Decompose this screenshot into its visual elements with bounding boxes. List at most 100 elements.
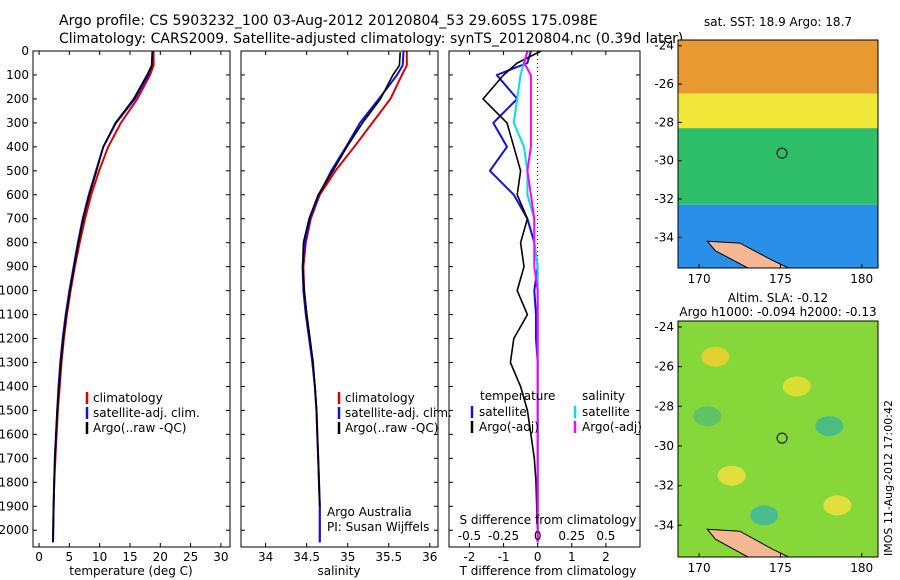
y-tick-label: 1900 bbox=[0, 499, 29, 513]
y-tick-label: 1500 bbox=[0, 403, 29, 417]
legend-entry-t-argo: Argo(-adj) bbox=[479, 420, 539, 434]
salinity-xlabel: salinity bbox=[317, 564, 360, 578]
y-tick-label: 1400 bbox=[0, 379, 29, 393]
s-difference-label: S difference from climatology bbox=[460, 513, 637, 527]
map-y-tick-label: -32 bbox=[654, 192, 674, 206]
y-tick-label: 2000 bbox=[0, 523, 29, 537]
sla-anomaly-blob bbox=[701, 346, 730, 367]
x-tick-label: 1 bbox=[568, 550, 576, 564]
sla-map-subtitle: Argo h1000: -0.094 h2000: -0.13 bbox=[679, 305, 876, 319]
y-tick-label: 100 bbox=[6, 68, 29, 82]
x-tick-label: 10 bbox=[92, 550, 107, 564]
y-tick-label: 1200 bbox=[0, 332, 29, 346]
difference-panel: -2 -1 0 1 2 -0.5 -0.25 0 0.25 0.5 S difference fr… bbox=[448, 50, 642, 578]
y-tick-label: 1300 bbox=[0, 355, 29, 369]
x-tick-label: 30 bbox=[213, 550, 228, 564]
map-y-tick-label: -24 bbox=[654, 320, 674, 334]
legend-entry-argo: Argo(..raw -QC) bbox=[345, 421, 438, 435]
sla-anomaly-blob bbox=[815, 416, 844, 437]
map-x-tick-label: 170 bbox=[688, 272, 711, 286]
y-tick-label: 1000 bbox=[0, 284, 29, 298]
y-tick-label: 1700 bbox=[0, 451, 29, 465]
difference-legend: temperature salinity satellite Argo(-adj… bbox=[470, 389, 642, 434]
map-y-tick-label: -26 bbox=[654, 77, 674, 91]
x-tick-label: 35 bbox=[340, 550, 355, 564]
legend-entry-climatology: climatology bbox=[93, 391, 163, 405]
x-tick-label: 0 bbox=[534, 550, 542, 564]
sla-anomaly-blob bbox=[750, 505, 779, 526]
y-tick-label: 1800 bbox=[0, 475, 29, 489]
sst-band bbox=[678, 93, 878, 129]
y-tick-label: 800 bbox=[6, 236, 29, 250]
legend-entry-s-satellite: satellite bbox=[582, 405, 630, 419]
land-mass bbox=[706, 528, 789, 557]
annotation-argo-australia: Argo Australia bbox=[327, 505, 412, 519]
x-tick-label: 34.5 bbox=[293, 550, 320, 564]
x-tick-label: 25 bbox=[183, 550, 198, 564]
y-tick-label: 700 bbox=[6, 212, 29, 226]
float-position-marker bbox=[776, 432, 788, 444]
s-tick-label: 0.25 bbox=[558, 529, 585, 543]
y-tick-label: 300 bbox=[6, 116, 29, 130]
legend-entry-satellite-adj: satellite-adj. clim. bbox=[93, 406, 200, 420]
series-line-argo-raw-qc- bbox=[301, 52, 401, 507]
legend-entry-argo: Argo(..raw -QC) bbox=[93, 421, 186, 435]
map-y-tick-label: -30 bbox=[654, 154, 674, 168]
y-tick-label: 1100 bbox=[0, 308, 29, 322]
x-tick-label: 34 bbox=[258, 550, 273, 564]
t-difference-label: T difference from climatology bbox=[459, 564, 637, 578]
x-tick-label: 20 bbox=[153, 550, 168, 564]
temperature-panel: 0 5 10 15 20 25 300100200300400500600700800900… bbox=[0, 44, 231, 578]
series-line-argo-raw-qc- bbox=[52, 52, 154, 543]
series-line-argo-adj- bbox=[523, 51, 539, 543]
x-tick-label: 5 bbox=[66, 550, 74, 564]
s-tick-label: 0 bbox=[534, 529, 542, 543]
legend-title-temperature: temperature bbox=[480, 389, 555, 403]
header-line-1: Argo profile: CS 5903232_100 03-Aug-2012… bbox=[59, 13, 598, 29]
sst-band bbox=[678, 204, 878, 268]
x-tick-label: 15 bbox=[122, 550, 137, 564]
legend-entry-climatology: climatology bbox=[345, 391, 415, 405]
s-tick-label: -0.5 bbox=[458, 529, 481, 543]
y-tick-label: 0 bbox=[21, 44, 29, 58]
map-y-tick-label: -26 bbox=[654, 360, 674, 374]
map-y-tick-label: -24 bbox=[654, 39, 674, 53]
map-x-tick-label: 180 bbox=[850, 272, 873, 286]
sla-anomaly-blob bbox=[823, 495, 852, 516]
annotation-pi-name: PI: Susan Wijffels bbox=[327, 520, 429, 534]
sla-map-panel: Altim. SLA: -0.12 Argo h1000: -0.094 h20… bbox=[654, 291, 895, 575]
map-x-tick-label: 180 bbox=[850, 561, 873, 575]
temperature-xlabel: temperature (deg C) bbox=[69, 564, 192, 578]
s-tick-label: 0.5 bbox=[596, 529, 615, 543]
float-position-marker bbox=[776, 147, 788, 159]
sst-map-title: sat. SST: 18.9 Argo: 18.7 bbox=[704, 15, 852, 29]
legend-entry-satellite-adj: satellite-adj. clim. bbox=[345, 406, 452, 420]
map-y-tick-label: -30 bbox=[654, 439, 674, 453]
sla-anomaly-blob bbox=[717, 465, 746, 486]
land-mass bbox=[706, 240, 789, 268]
y-tick-label: 400 bbox=[6, 140, 29, 154]
legend-entry-s-argo: Argo(-adj) bbox=[582, 420, 642, 434]
map-y-tick-label: -34 bbox=[654, 518, 674, 532]
map-x-tick-label: 175 bbox=[769, 272, 792, 286]
temperature-legend: climatology satellite-adj. clim. Argo(..… bbox=[85, 391, 200, 435]
sst-band bbox=[678, 128, 878, 205]
sst-band bbox=[678, 40, 878, 94]
map-y-tick-label: -32 bbox=[654, 479, 674, 493]
x-tick-label: 0 bbox=[35, 550, 43, 564]
series-line-satellite-adj-clim- bbox=[301, 51, 405, 543]
legend-title-salinity: salinity bbox=[582, 389, 625, 403]
header-line-2: Climatology: CARS2009. Satellite-adjuste… bbox=[59, 31, 684, 47]
x-tick-label: 35.5 bbox=[375, 550, 402, 564]
imos-timestamp-label: IMOS 11-Aug-2012 17:00:42 bbox=[882, 400, 895, 556]
series-line-argo-adj- bbox=[482, 51, 542, 543]
y-tick-label: 1600 bbox=[0, 427, 29, 441]
map-y-tick-label: -28 bbox=[654, 115, 674, 129]
sla-map-title: Altim. SLA: -0.12 bbox=[728, 291, 828, 305]
map-y-tick-label: -28 bbox=[654, 399, 674, 413]
s-tick-label: -0.25 bbox=[488, 529, 519, 543]
sla-anomaly-blob bbox=[782, 376, 811, 397]
legend-entry-t-satellite: satellite bbox=[479, 405, 527, 419]
map-x-tick-label: 175 bbox=[769, 561, 792, 575]
